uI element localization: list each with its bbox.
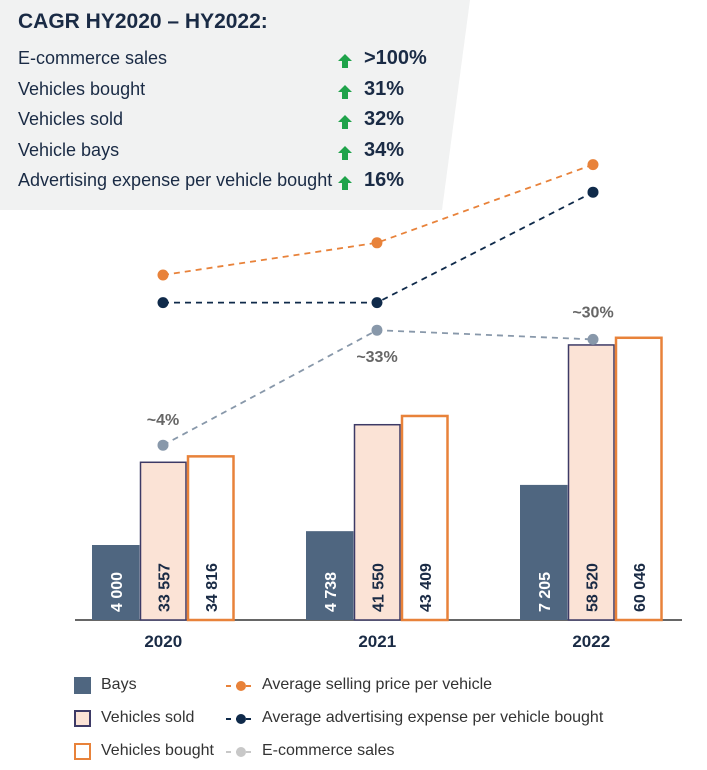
- up-arrow-icon: [337, 114, 353, 130]
- bar-vehicles-bought: [186, 455, 235, 622]
- cagr-row-label: E-commerce sales: [18, 48, 168, 68]
- legend-swatch: [74, 677, 91, 694]
- bar-vehicles-bought: [614, 336, 663, 622]
- x-tick-label: 2021: [358, 632, 396, 651]
- line-point: [157, 269, 169, 281]
- bar-vehicles-sold: [139, 461, 187, 621]
- up-arrow-icon: [337, 53, 353, 69]
- cagr-row-value: 16%: [364, 169, 405, 191]
- bar-vehicles-sold: [567, 344, 615, 621]
- bar-bays: [92, 545, 140, 620]
- legend-swatch: [74, 710, 91, 727]
- legend-line-marker: [226, 744, 256, 765]
- cagr-row-value: 31%: [364, 77, 405, 100]
- cagr-panel: CAGR HY2020 – HY2022: E-commerce sales >1…: [0, 0, 470, 210]
- cagr-row-value: 32%: [364, 108, 405, 130]
- cagr-row-value: 34%: [364, 138, 405, 161]
- line-point: [157, 297, 169, 309]
- bar-label: 7 205: [537, 572, 554, 612]
- data-label: ~30%: [572, 304, 613, 321]
- legend-label: Vehicles sold: [101, 709, 195, 726]
- bar-label: 58 520: [584, 563, 601, 612]
- bar-bays: [306, 531, 354, 620]
- line-point: [371, 297, 383, 309]
- up-arrow-icon: [337, 145, 353, 161]
- x-tick-label: 2020: [144, 632, 182, 651]
- legend-label: E-commerce sales: [262, 742, 395, 759]
- line-point: [371, 237, 383, 249]
- bar-label: 41 550: [370, 563, 387, 612]
- cagr-row-label: Vehicle bays: [18, 139, 120, 160]
- cagr-row-label: Advertising expense per vehicle bought: [18, 170, 333, 190]
- legend-label: Bays: [101, 676, 137, 693]
- bar-vehicles-bought: [400, 414, 449, 622]
- line-point: [371, 324, 383, 336]
- bar-label: 43 409: [418, 563, 435, 612]
- cagr-row-label: Vehicles sold: [18, 109, 124, 129]
- cagr-row-label: Vehicles bought: [18, 78, 146, 99]
- legend-label: Vehicles bought: [101, 742, 214, 759]
- cagr-title: CAGR HY2020 – HY2022:: [18, 10, 268, 33]
- line-point: [587, 333, 599, 345]
- bar-label: 4 000: [109, 572, 126, 612]
- up-arrow-icon: [337, 175, 353, 191]
- cagr-row-value: >100%: [364, 47, 427, 69]
- bar-label: 4 738: [323, 572, 340, 612]
- x-tick-label: 2022: [572, 632, 610, 651]
- legend-label: Average selling price per vehicle: [262, 676, 493, 693]
- legend-swatch: [74, 743, 91, 760]
- line-point: [157, 439, 169, 451]
- bar-label: 60 046: [632, 563, 649, 612]
- legend-label: Average advertising expense per vehicle …: [262, 709, 604, 726]
- line-point: [587, 159, 599, 171]
- bar-bays: [520, 484, 568, 620]
- legend-line-marker: [226, 711, 256, 732]
- line-point: [587, 186, 599, 198]
- bar-vehicles-sold: [353, 423, 401, 621]
- legend-line-marker: [226, 678, 256, 699]
- bar-label: 33 557: [156, 563, 173, 612]
- cagr-panel-bg: [0, 0, 470, 210]
- up-arrow-icon: [337, 84, 353, 100]
- data-label: ~33%: [356, 349, 397, 366]
- bar-label: 34 816: [204, 563, 221, 612]
- data-label: ~4%: [147, 412, 179, 429]
